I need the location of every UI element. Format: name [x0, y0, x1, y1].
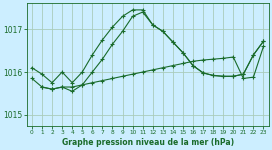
X-axis label: Graphe pression niveau de la mer (hPa): Graphe pression niveau de la mer (hPa)	[62, 138, 234, 147]
